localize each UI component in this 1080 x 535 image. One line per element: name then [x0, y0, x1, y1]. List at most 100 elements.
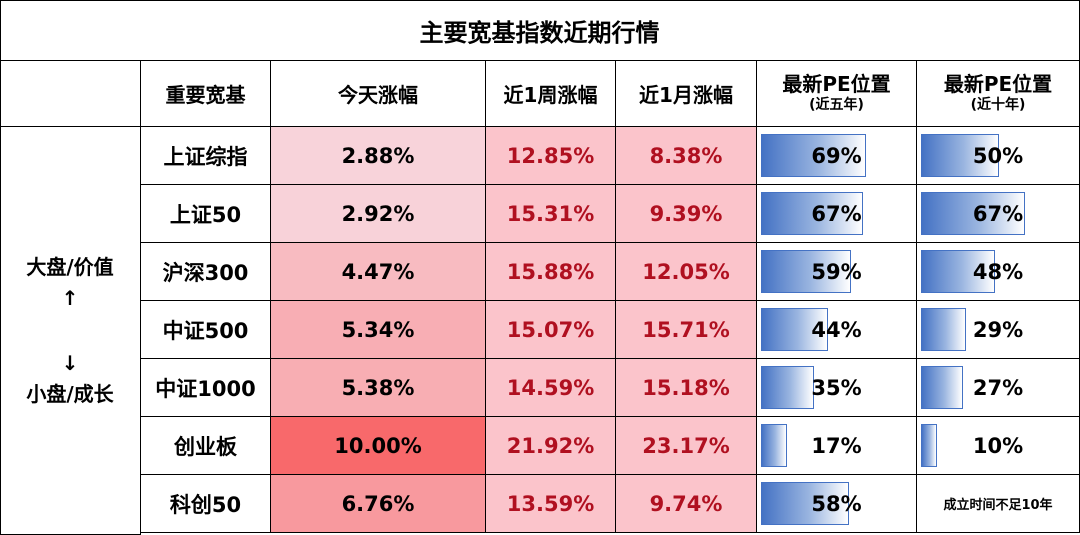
- pe10-value: 67%: [972, 201, 1024, 226]
- pe5-cell: 17%: [757, 417, 917, 475]
- index-name: 中证500: [162, 318, 249, 343]
- month-change-value: 23.17%: [642, 433, 730, 458]
- pe10-cell: 29%: [917, 301, 1080, 359]
- pe5-value: 69%: [811, 143, 862, 168]
- today-change-value: 2.92%: [341, 201, 415, 226]
- today-change-cell: 10.00%: [271, 417, 486, 475]
- week-change-cell: 15.31%: [486, 185, 616, 243]
- pe5-cell: 59%: [757, 243, 917, 301]
- pe10-cell: 50%: [917, 127, 1080, 185]
- index-name: 创业板: [174, 434, 237, 459]
- pe5-bar: [761, 424, 787, 467]
- pe5-value: 35%: [811, 375, 862, 400]
- pe5-cell: 58%: [757, 475, 917, 533]
- month-change-cell: 12.05%: [616, 243, 757, 301]
- side-label: 大盘/价值 ↑ ↓ 小盘/成长: [0, 127, 141, 535]
- month-change-value: 15.71%: [642, 317, 730, 342]
- month-change-value: 8.38%: [649, 143, 723, 168]
- month-change-value: 9.39%: [649, 201, 723, 226]
- week-change-value: 13.59%: [506, 491, 595, 516]
- index-name: 上证50: [169, 202, 242, 227]
- today-change-cell: 4.47%: [271, 243, 486, 301]
- today-change-value: 10.00%: [334, 433, 422, 458]
- header-today: 今天涨幅: [271, 61, 486, 127]
- today-change-value: 6.76%: [341, 491, 415, 516]
- pe10-bar: [921, 192, 1025, 235]
- header-name: 重要宽基: [141, 61, 271, 127]
- header-pe10-label: 最新PE位置: [943, 72, 1053, 97]
- month-change-cell: 23.17%: [616, 417, 757, 475]
- index-name: 中证1000: [155, 376, 256, 401]
- header-pe10: 最新PE位置 (近十年): [917, 61, 1080, 127]
- pe10-cell: 67%: [917, 185, 1080, 243]
- pe10-bar: [921, 134, 999, 177]
- pe5-value: 58%: [811, 491, 862, 516]
- pe5-bar: [761, 366, 814, 409]
- side-label-bottom: 小盘/成长: [26, 381, 114, 406]
- pe10-bar: [921, 366, 963, 409]
- header-month: 近1月涨幅: [616, 61, 757, 127]
- header-corner: [0, 61, 141, 127]
- pe10-cell: 48%: [917, 243, 1080, 301]
- today-change-value: 4.47%: [341, 259, 415, 284]
- index-name: 沪深300: [162, 260, 249, 285]
- pe5-bar: [761, 192, 863, 235]
- pe5-value: 59%: [811, 259, 862, 284]
- week-change-cell: 21.92%: [486, 417, 616, 475]
- month-change-cell: 9.39%: [616, 185, 757, 243]
- pe10-bar: [921, 250, 995, 293]
- week-change-cell: 12.85%: [486, 127, 616, 185]
- month-change-cell: 15.71%: [616, 301, 757, 359]
- header-week: 近1周涨幅: [486, 61, 616, 127]
- week-change-cell: 15.07%: [486, 301, 616, 359]
- header-pe5: 最新PE位置 (近五年): [757, 61, 917, 127]
- week-change-value: 15.07%: [506, 317, 595, 342]
- pe5-cell: 69%: [757, 127, 917, 185]
- month-change-cell: 9.74%: [616, 475, 757, 533]
- pe10-cell: 10%: [917, 417, 1080, 475]
- arrow-up-icon: ↑: [61, 285, 79, 310]
- pe5-bar: [761, 482, 849, 525]
- pe5-cell: 44%: [757, 301, 917, 359]
- pe10-cell: 27%: [917, 359, 1080, 417]
- today-change-cell: 2.88%: [271, 127, 486, 185]
- pe5-bar: [761, 250, 851, 293]
- pe10-note: 成立时间不足10年: [943, 498, 1053, 513]
- pe5-value: 44%: [811, 317, 862, 342]
- pe10-value: 48%: [972, 259, 1024, 284]
- week-change-value: 21.92%: [506, 433, 595, 458]
- index-name-cell: 中证500: [141, 301, 271, 359]
- pe5-value: 67%: [811, 201, 862, 226]
- pe10-value: 50%: [972, 143, 1024, 168]
- arrow-down-icon: ↓: [61, 350, 79, 375]
- pe5-value: 17%: [811, 433, 862, 458]
- pe5-bar: [761, 308, 828, 351]
- index-name: 上证综指: [163, 144, 248, 169]
- header-pe5-sub: (近五年): [809, 97, 864, 114]
- month-change-value: 9.74%: [649, 491, 723, 516]
- index-name-cell: 沪深300: [141, 243, 271, 301]
- week-change-cell: 13.59%: [486, 475, 616, 533]
- week-change-cell: 15.88%: [486, 243, 616, 301]
- month-change-value: 15.18%: [642, 375, 730, 400]
- pe10-cell: 成立时间不足10年: [917, 475, 1080, 533]
- index-name: 科创50: [169, 492, 242, 517]
- month-change-cell: 15.18%: [616, 359, 757, 417]
- pe5-cell: 67%: [757, 185, 917, 243]
- header-pe10-sub: (近十年): [970, 97, 1026, 114]
- pe10-value: 29%: [972, 317, 1024, 342]
- pe5-bar: [761, 134, 866, 177]
- table-title: 主要宽基指数近期行情: [0, 0, 1080, 61]
- today-change-cell: 5.38%: [271, 359, 486, 417]
- pe10-bar: [921, 424, 937, 467]
- week-change-value: 14.59%: [506, 375, 595, 400]
- today-change-value: 2.88%: [341, 143, 415, 168]
- week-change-value: 15.88%: [506, 259, 595, 284]
- index-name-cell: 上证50: [141, 185, 271, 243]
- week-change-value: 15.31%: [506, 201, 595, 226]
- pe10-value: 27%: [972, 375, 1024, 400]
- index-name-cell: 科创50: [141, 475, 271, 533]
- index-name-cell: 中证1000: [141, 359, 271, 417]
- index-name-cell: 上证综指: [141, 127, 271, 185]
